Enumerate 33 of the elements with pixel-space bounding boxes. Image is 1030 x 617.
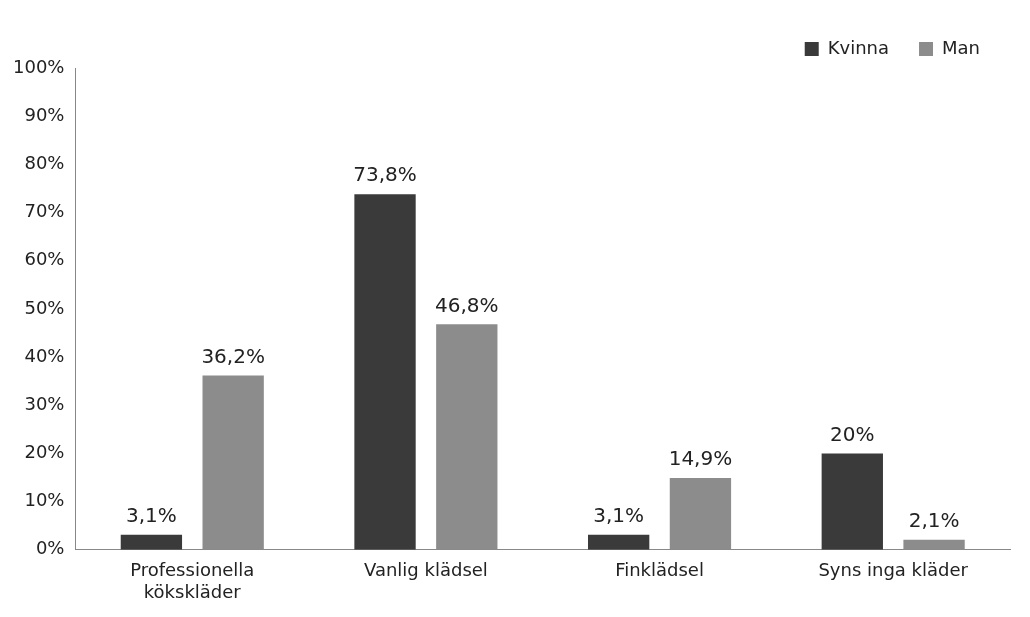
y-tick-label: 0% bbox=[35, 537, 65, 559]
y-tick-label: 10% bbox=[24, 489, 65, 511]
bar bbox=[202, 375, 264, 550]
x-tick-label: Professionella kökskläder bbox=[130, 559, 255, 602]
data-label: 3,1% bbox=[125, 503, 177, 528]
x-tick-label: Vanlig klädsel bbox=[363, 559, 488, 581]
data-label: 14,9% bbox=[668, 446, 733, 471]
data-label: 46,8% bbox=[435, 292, 499, 317]
y-tick-label: 20% bbox=[24, 441, 65, 463]
bar bbox=[588, 534, 650, 550]
y-tick-label: 100% bbox=[12, 55, 65, 77]
bar bbox=[354, 194, 416, 550]
bar bbox=[669, 478, 732, 550]
bar bbox=[903, 539, 965, 550]
bar bbox=[436, 324, 498, 550]
data-label: 2,1% bbox=[908, 507, 960, 532]
y-tick-label: 30% bbox=[24, 392, 65, 414]
y-tick-label: 60% bbox=[24, 248, 65, 270]
y-tick-label: 50% bbox=[24, 296, 65, 318]
data-label: 36,2% bbox=[201, 343, 265, 368]
data-label: 73,8% bbox=[353, 162, 417, 187]
data-label: 20% bbox=[830, 421, 875, 446]
x-tick-label: Finklädsel bbox=[615, 559, 704, 581]
y-tick-label: 80% bbox=[24, 152, 65, 174]
legend-label: Man bbox=[942, 36, 980, 58]
bar bbox=[821, 453, 883, 550]
y-tick-label: 40% bbox=[24, 344, 65, 366]
data-label: 3,1% bbox=[593, 503, 645, 528]
y-tick-label: 90% bbox=[24, 103, 65, 125]
y-tick-label: 70% bbox=[24, 200, 65, 222]
x-tick-label: Syns inga kläder bbox=[818, 559, 969, 581]
bar bbox=[120, 534, 183, 550]
legend-label: Kvinna bbox=[827, 36, 890, 58]
